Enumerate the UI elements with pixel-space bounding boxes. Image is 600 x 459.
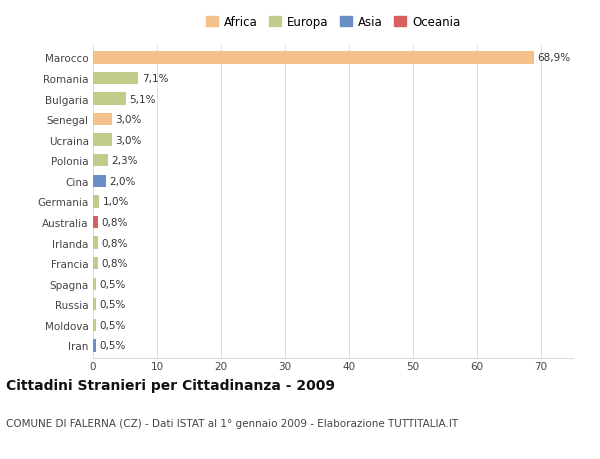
Text: 0,8%: 0,8%	[101, 218, 128, 228]
Text: 3,0%: 3,0%	[115, 135, 142, 146]
Text: Cittadini Stranieri per Cittadinanza - 2009: Cittadini Stranieri per Cittadinanza - 2…	[6, 379, 335, 392]
Text: 2,3%: 2,3%	[111, 156, 137, 166]
Text: 0,5%: 0,5%	[100, 300, 126, 310]
Bar	[93, 73, 139, 85]
Text: 0,5%: 0,5%	[100, 341, 126, 351]
Text: 0,5%: 0,5%	[100, 320, 126, 330]
Bar	[93, 216, 98, 229]
Text: 3,0%: 3,0%	[115, 115, 142, 125]
Legend: Africa, Europa, Asia, Oceania: Africa, Europa, Asia, Oceania	[201, 11, 465, 34]
Bar	[93, 278, 96, 290]
Text: COMUNE DI FALERNA (CZ) - Dati ISTAT al 1° gennaio 2009 - Elaborazione TUTTITALIA: COMUNE DI FALERNA (CZ) - Dati ISTAT al 1…	[6, 418, 458, 428]
Bar	[93, 257, 98, 270]
Bar	[93, 340, 96, 352]
Bar	[93, 175, 106, 188]
Bar	[93, 93, 125, 106]
Text: 5,1%: 5,1%	[129, 94, 155, 104]
Text: 1,0%: 1,0%	[103, 197, 129, 207]
Text: 0,8%: 0,8%	[101, 258, 128, 269]
Bar	[93, 298, 96, 311]
Bar	[93, 319, 96, 331]
Bar	[93, 114, 112, 126]
Bar	[93, 155, 108, 167]
Bar	[93, 237, 98, 249]
Text: 2,0%: 2,0%	[109, 176, 136, 186]
Text: 68,9%: 68,9%	[537, 53, 570, 63]
Text: 0,8%: 0,8%	[101, 238, 128, 248]
Bar	[93, 134, 112, 146]
Bar	[93, 196, 100, 208]
Text: 7,1%: 7,1%	[142, 74, 168, 84]
Text: 0,5%: 0,5%	[100, 279, 126, 289]
Bar	[93, 52, 534, 64]
